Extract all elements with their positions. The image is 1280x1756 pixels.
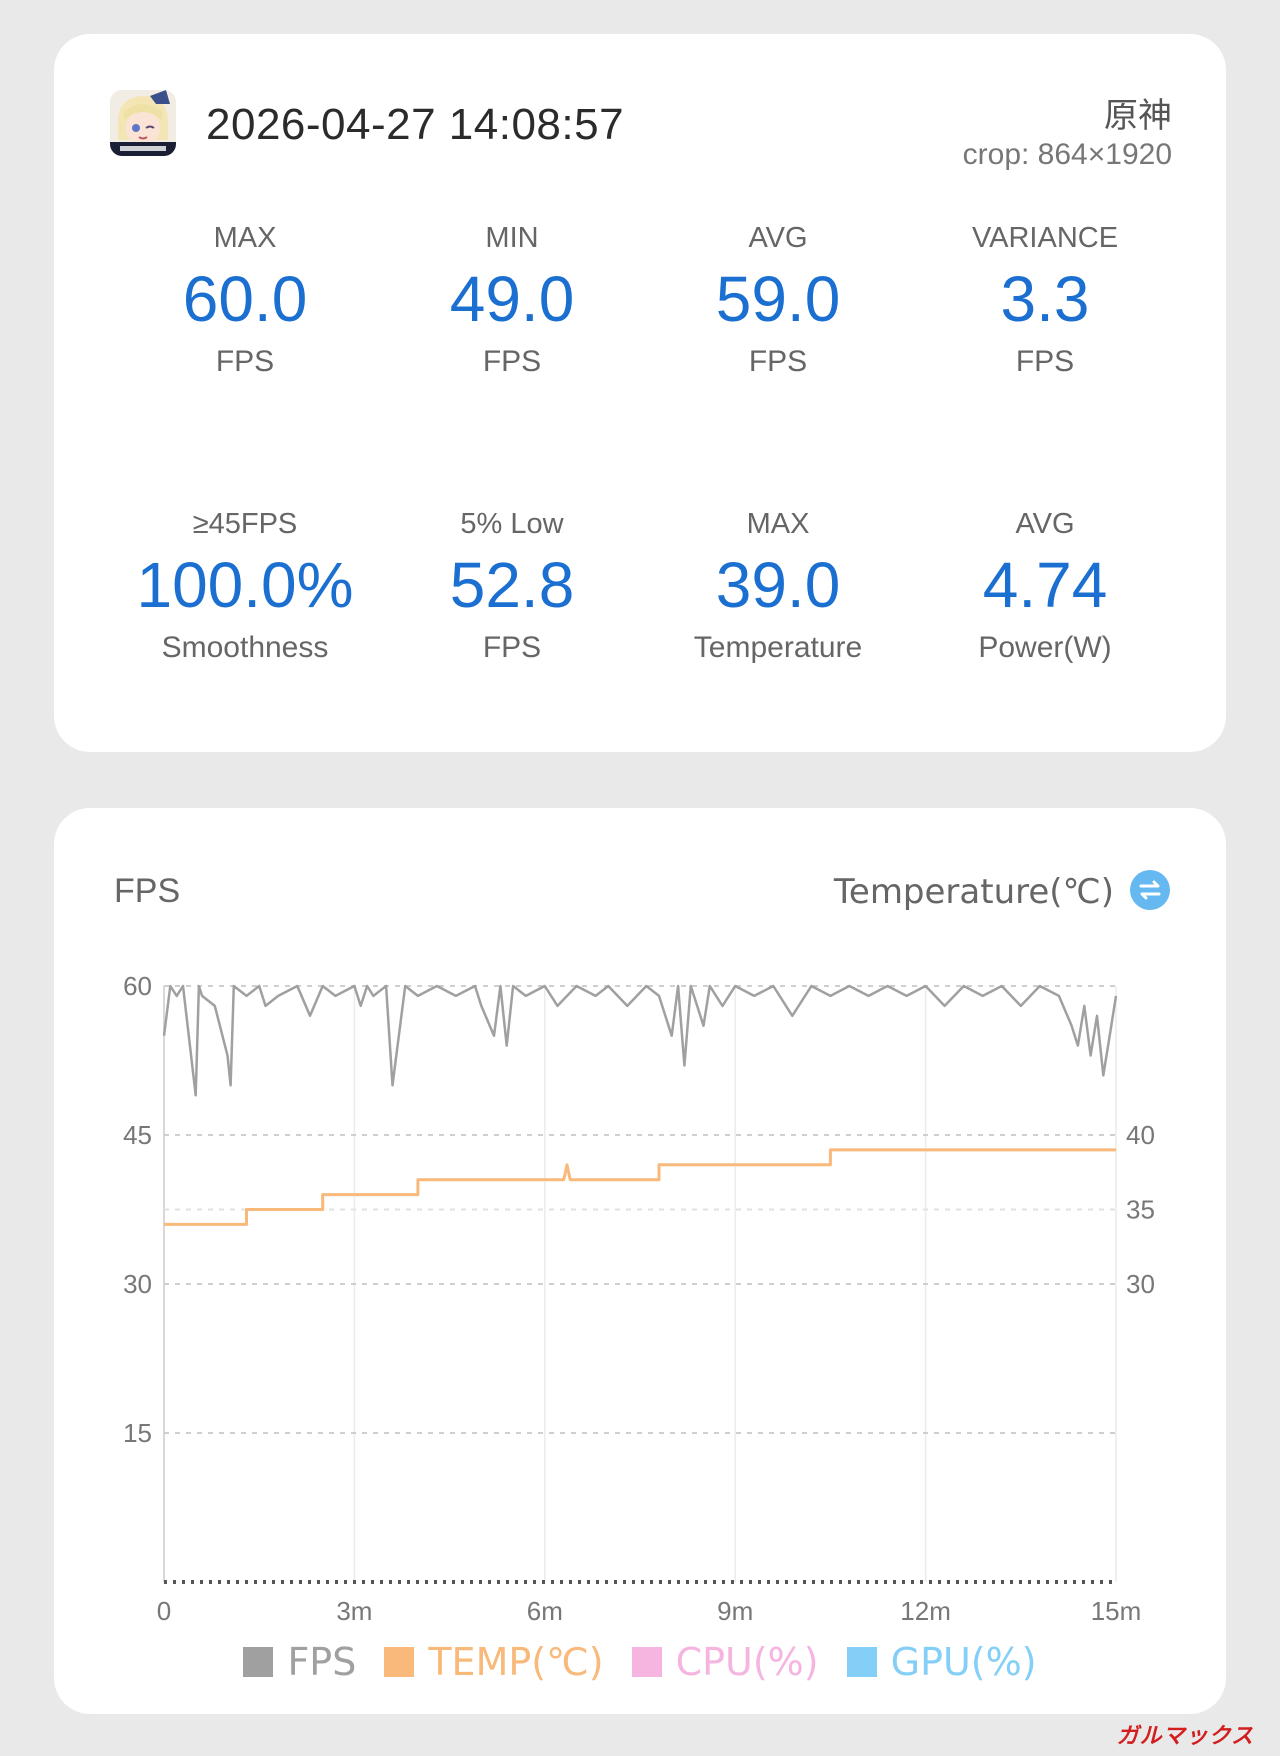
y-left-tick-label: 45 <box>123 1120 152 1150</box>
stat-min-fps: MIN 49.0 FPS <box>378 218 646 382</box>
crop-info: crop: 864×1920 <box>962 138 1172 171</box>
stat-label: AVG <box>748 222 808 254</box>
legend-item-cpu[interactable]: CPU(%) <box>631 1640 819 1684</box>
stat-value: 60.0 <box>182 263 308 335</box>
timestamp: 2026-04-27 14:08:57 <box>206 100 625 149</box>
legend-item-gpu[interactable]: GPU(%) <box>846 1640 1037 1684</box>
fps-series-line <box>162 984 1118 1097</box>
stat-label: MAX <box>746 508 810 540</box>
stat-value: 100.0% <box>136 549 354 621</box>
stat-unit: Power(W) <box>978 631 1112 664</box>
y-right-tick-label: 40 <box>1126 1120 1155 1150</box>
legend-label: TEMP(℃) <box>428 1640 604 1684</box>
legend-item-temp[interactable]: TEMP(℃) <box>384 1640 604 1684</box>
stat-max-temperature: MAX 39.0 Temperature <box>644 504 912 668</box>
legend-swatch <box>243 1647 274 1677</box>
stat-value: 39.0 <box>715 549 841 621</box>
stat-unit: FPS <box>1015 345 1075 378</box>
stat-label: MAX <box>213 222 277 254</box>
x-tick-label: 3m <box>336 1596 372 1626</box>
stat-value: 52.8 <box>449 549 575 621</box>
x-tick-label: 0 <box>157 1596 171 1626</box>
legend-swatch <box>846 1647 877 1677</box>
stat-label: MIN <box>485 222 539 254</box>
stat-label: VARIANCE <box>971 222 1119 254</box>
fps-temperature-chart: 0 3m 6m 9m 12m 15m 60 45 30 15 40 35 30 <box>123 971 1155 1626</box>
legend-label: FPS <box>287 1640 357 1684</box>
chart-left-axis-label: FPS <box>114 872 181 910</box>
y-left-tick-label: 30 <box>123 1269 152 1299</box>
x-tick-label: 6m <box>527 1596 563 1626</box>
watermark-logo: ガルマックス <box>1116 1724 1254 1749</box>
stat-unit: FPS <box>482 631 542 664</box>
game-title: 原神 <box>1104 96 1172 136</box>
stat-value: 3.3 <box>1000 263 1090 335</box>
stat-variance: VARIANCE 3.3 FPS <box>911 218 1179 382</box>
x-tick-label: 9m <box>717 1596 753 1626</box>
chart-card: FPS Temperature(℃) 0 3m 6m 9m 12m 15m 60 45 30 15… <box>54 808 1226 1714</box>
stat-unit: FPS <box>748 345 808 378</box>
game-avatar-icon <box>110 90 176 156</box>
swap-icon[interactable] <box>1130 870 1170 910</box>
y-left-tick-label: 60 <box>123 971 152 1001</box>
y-right-tick-label: 35 <box>1126 1195 1155 1225</box>
stat-label: AVG <box>1015 508 1075 540</box>
stat-value: 49.0 <box>449 263 575 335</box>
stat-label: 5% Low <box>460 508 564 540</box>
stat-avg-fps: AVG 59.0 FPS <box>644 218 912 382</box>
legend-item-fps[interactable]: FPS <box>243 1640 356 1684</box>
stat-value: 4.74 <box>982 549 1108 621</box>
chart-right-axis-label: Temperature(℃) <box>833 872 1114 912</box>
y-right-tick-label: 30 <box>1126 1269 1155 1299</box>
chart-legend: FPS TEMP(℃) CPU(%) GPU(%) <box>54 1640 1226 1684</box>
legend-label: CPU(%) <box>675 1640 819 1684</box>
legend-swatch <box>384 1647 415 1677</box>
stats-grid: MAX 60.0 FPS MIN 49.0 FPS AVG 59.0 FPS V… <box>54 34 1226 752</box>
stat-value: 59.0 <box>715 263 841 335</box>
y-left-tick-label: 15 <box>123 1418 152 1448</box>
stat-unit: Temperature <box>693 631 863 664</box>
temperature-series-line <box>164 1148 1116 1226</box>
legend-label: GPU(%) <box>890 1640 1037 1684</box>
stat-label: ≥45FPS <box>192 508 298 540</box>
stat-unit: Smoothness <box>161 631 329 664</box>
x-tick-label: 12m <box>900 1596 951 1626</box>
x-tick-label: 15m <box>1091 1596 1142 1626</box>
stat-max-fps: MAX 60.0 FPS <box>111 218 379 382</box>
stat-5-low: 5% Low 52.8 FPS <box>378 504 646 668</box>
stat-unit: FPS <box>482 345 542 378</box>
legend-swatch <box>631 1647 662 1677</box>
summary-card: 2026-04-27 14:08:57 原神 crop: 864×1920 MA… <box>54 34 1226 752</box>
stat-avg-power: AVG 4.74 Power(W) <box>911 504 1179 668</box>
stat-smoothness: ≥45FPS 100.0% Smoothness <box>111 504 379 668</box>
stat-unit: FPS <box>215 345 275 378</box>
